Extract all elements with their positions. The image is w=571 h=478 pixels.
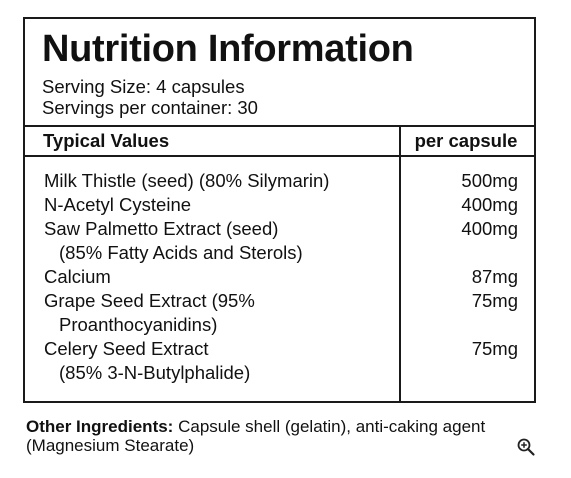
other-ingredients-text: Capsule shell (gelatin), anti-caking age… [26,417,486,455]
column-header-typical-values: Typical Values [43,130,170,151]
zoom-in-icon[interactable] [516,437,536,457]
nutrient-rows: Milk Thistle (seed) (80% Silymarin) 500m… [25,169,534,385]
other-ingredients: Other Ingredients: Capsule shell (gelati… [26,417,506,455]
nutrient-subtext: Proanthocyanidins) [59,314,218,335]
serving-size: Serving Size: 4 capsules [42,76,245,97]
nutrient-value: 75mg [471,290,518,311]
nutrient-name: Milk Thistle (seed) (80% Silymarin) [44,170,330,191]
nutrient-subtext: (85% 3-N-Butylphalide) [59,362,251,383]
nutrient-name: N-Acetyl Cysteine [44,194,192,215]
nutrient-value: 400mg [461,218,518,239]
nutrient-row: Calcium 87mg [25,265,534,289]
nutrient-name: Grape Seed Extract (95% [44,290,255,311]
nutrient-row: Celery Seed Extract (85% 3-N-Butylphalid… [25,337,534,385]
nutrient-name: Calcium [44,266,111,287]
nutrition-label: Nutrition Information Serving Size: 4 ca… [23,17,536,403]
nutrient-name: Saw Palmetto Extract (seed) [44,218,279,239]
nutrient-subtext: (85% Fatty Acids and Sterols) [59,242,303,263]
nutrient-name: Celery Seed Extract [44,338,209,359]
servings-per-container: Servings per container: 30 [42,97,258,118]
nutrient-value: 75mg [471,338,518,359]
header-divider [25,125,534,127]
label-title: Nutrition Information [42,28,414,70]
nutrient-value: 500mg [461,170,518,191]
nutrient-value: 400mg [461,194,518,215]
nutrient-row: N-Acetyl Cysteine 400mg [25,193,534,217]
nutrient-value: 87mg [471,266,518,287]
column-header-per-capsule: per capsule [414,130,518,151]
column-divider [399,125,401,401]
nutrient-row: Milk Thistle (seed) (80% Silymarin) 500m… [25,169,534,193]
nutrient-row: Grape Seed Extract (95% Proanthocyanidin… [25,289,534,337]
column-header-divider [25,155,534,157]
other-ingredients-heading: Other Ingredients: [26,417,174,436]
nutrient-row: Saw Palmetto Extract (seed) (85% Fatty A… [25,217,534,265]
